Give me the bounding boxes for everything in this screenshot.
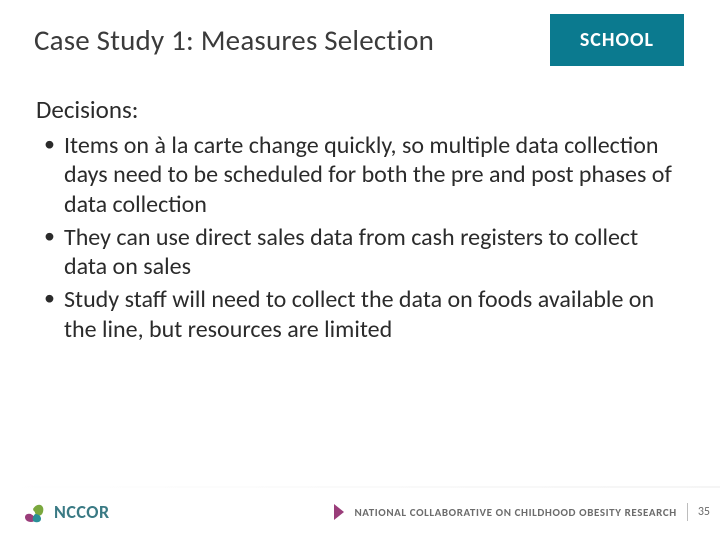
bullet-list: Items on à la carte change quickly, so m…: [36, 131, 684, 344]
slide: Case Study 1: Measures Selection SCHOOL …: [0, 0, 720, 540]
page-number: 35: [698, 505, 710, 519]
header: Case Study 1: Measures Selection SCHOOL: [0, 0, 720, 66]
context-badge: SCHOOL: [550, 14, 684, 66]
logo: NCCOR: [18, 497, 110, 527]
slide-title: Case Study 1: Measures Selection: [34, 22, 434, 58]
subheading: Decisions:: [36, 94, 684, 125]
org-name: NATIONAL COLLABORATIVE ON CHILDHOOD OBES…: [354, 506, 676, 519]
list-item: They can use direct sales data from cash…: [42, 223, 684, 282]
list-item: Study staff will need to collect the dat…: [42, 285, 684, 344]
logo-mark-icon: [18, 497, 48, 527]
footer-right: NATIONAL COLLABORATIVE ON CHILDHOOD OBES…: [334, 503, 710, 521]
chevron-right-icon: [334, 504, 344, 520]
divider: [687, 503, 688, 521]
logo-text: NCCOR: [54, 501, 110, 523]
list-item: Items on à la carte change quickly, so m…: [42, 131, 684, 219]
footer: NCCOR NATIONAL COLLABORATIVE ON CHILDHOO…: [0, 484, 720, 540]
body: Decisions: Items on à la carte change qu…: [0, 66, 720, 344]
